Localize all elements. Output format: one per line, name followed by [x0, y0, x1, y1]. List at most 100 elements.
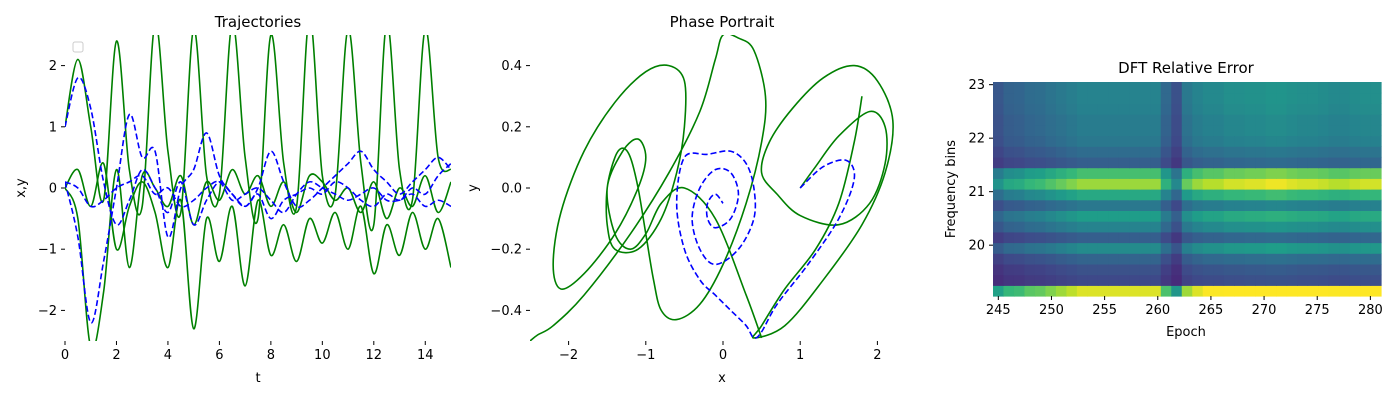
heatmap-cell: [1055, 242, 1068, 254]
heatmap-cell: [1265, 103, 1277, 115]
heatmap-cell: [1003, 253, 1015, 265]
heatmap-cell: [1024, 167, 1036, 179]
heatmap-cell: [1213, 167, 1225, 179]
heatmap-cell: [1213, 199, 1225, 211]
heatmap-cell: [1360, 135, 1372, 147]
heatmap-cell: [1192, 82, 1204, 94]
heatmap-cell: [1087, 167, 1099, 179]
heatmap-cell: [1307, 114, 1319, 126]
heatmap-cell: [1024, 189, 1036, 201]
heatmap-cell: [1108, 210, 1120, 222]
heatmap-cell: [1160, 92, 1172, 104]
heatmap-cell: [1118, 285, 1130, 297]
heatmap-cell: [1034, 92, 1047, 104]
heatmap-cell: [1139, 92, 1151, 104]
heatmap-cell: [1087, 285, 1099, 297]
heatmap-cell: [1213, 231, 1225, 244]
heatmap-cell: [1066, 167, 1078, 179]
heatmap-cell: [1192, 92, 1204, 104]
heatmap-cell: [1307, 189, 1319, 201]
heatmap-cell: [1286, 92, 1298, 104]
heatmap-cell: [1265, 274, 1277, 286]
heatmap-cell: [1192, 189, 1204, 201]
heatmap-cell: [1003, 146, 1015, 158]
heatmap-cell: [993, 210, 1005, 222]
heatmap-cell: [1160, 285, 1172, 297]
heatmap-cell: [1234, 82, 1246, 94]
heatmap-cell: [1213, 114, 1225, 126]
heatmap-cell: [1045, 210, 1057, 222]
heatmap-cell: [1234, 92, 1246, 104]
heatmap-cell: [1370, 253, 1382, 265]
heatmap-cell: [1076, 178, 1088, 190]
heatmap-cell: [1328, 189, 1340, 201]
heatmap-cell: [1307, 285, 1319, 297]
heatmap-cell: [1255, 82, 1267, 94]
heatmap-cell: [1013, 124, 1026, 137]
heatmap-cell: [1013, 146, 1026, 158]
heatmap-cell: [1160, 135, 1172, 147]
heatmap-cell: [1286, 167, 1298, 179]
heatmap-cell: [1024, 285, 1036, 297]
heatmap-cell: [1181, 82, 1193, 94]
heatmap-cell: [1255, 167, 1267, 179]
x-tick-label: 250: [1039, 303, 1064, 318]
x-tick-label: 2: [873, 348, 881, 363]
heatmap-cell: [1307, 135, 1319, 147]
x-tick-label: 14: [417, 348, 434, 363]
heatmap-cell: [1255, 114, 1267, 126]
heatmap-cell: [1076, 199, 1088, 211]
heatmap-cell: [1202, 274, 1214, 286]
heatmap-cell: [1192, 210, 1204, 222]
heatmap-cell: [1118, 221, 1130, 233]
heatmap-cell: [1139, 285, 1151, 297]
heatmap-cell: [1171, 167, 1183, 179]
heatmap-cell: [1139, 231, 1151, 244]
heatmap-cell: [1244, 167, 1256, 179]
dft-error-xlabel: Epoch: [1166, 325, 1206, 340]
heatmap-cell: [1265, 146, 1277, 158]
heatmap-cell: [1297, 285, 1309, 297]
heatmap-cell: [1013, 231, 1026, 244]
heatmap-cell: [1129, 156, 1141, 169]
heatmap-cell: [1024, 82, 1036, 94]
heatmap-cell: [1076, 82, 1088, 94]
heatmap-cell: [1265, 210, 1277, 222]
heatmap-cell: [1076, 285, 1088, 297]
heatmap-cell: [1150, 189, 1162, 201]
heatmap-cell: [1192, 114, 1204, 126]
heatmap-cell: [1286, 178, 1298, 190]
heatmap-cell: [1213, 189, 1225, 201]
heatmap-cell: [1223, 285, 1235, 297]
heatmap-cell: [1024, 178, 1036, 190]
heatmap-cell: [1066, 231, 1078, 244]
heatmap-cell: [1234, 135, 1246, 147]
heatmap-cell: [1118, 114, 1130, 126]
heatmap-cell: [1160, 167, 1172, 179]
heatmap-cell: [1066, 221, 1078, 233]
heatmap-cell: [1202, 92, 1214, 104]
heatmap-cell: [1223, 156, 1235, 169]
heatmap-cell: [1265, 124, 1277, 137]
heatmap-cell: [1192, 274, 1204, 286]
heatmap-cell: [1171, 210, 1183, 222]
y-tick-label: 0.0: [501, 182, 522, 197]
heatmap-cell: [1318, 242, 1330, 254]
heatmap-cell: [1150, 146, 1162, 158]
heatmap-cell: [1087, 199, 1099, 211]
heatmap-cell: [1328, 263, 1340, 276]
heatmap-cell: [1318, 135, 1330, 147]
heatmap-cell: [1171, 285, 1183, 297]
heatmap-cell: [1244, 114, 1256, 126]
heatmap-cell: [1150, 167, 1162, 179]
heatmap-cell: [1013, 199, 1026, 211]
heatmap-cell: [1370, 156, 1382, 169]
plot-area: [65, 35, 451, 341]
heatmap-cell: [1349, 156, 1361, 169]
heatmap-cell: [1286, 146, 1298, 158]
heatmap-cell: [1055, 285, 1068, 297]
heatmap-cell: [1244, 221, 1256, 233]
heatmap-cell: [1171, 231, 1183, 244]
heatmap-cell: [993, 124, 1005, 137]
heatmap-cell: [1255, 92, 1267, 104]
